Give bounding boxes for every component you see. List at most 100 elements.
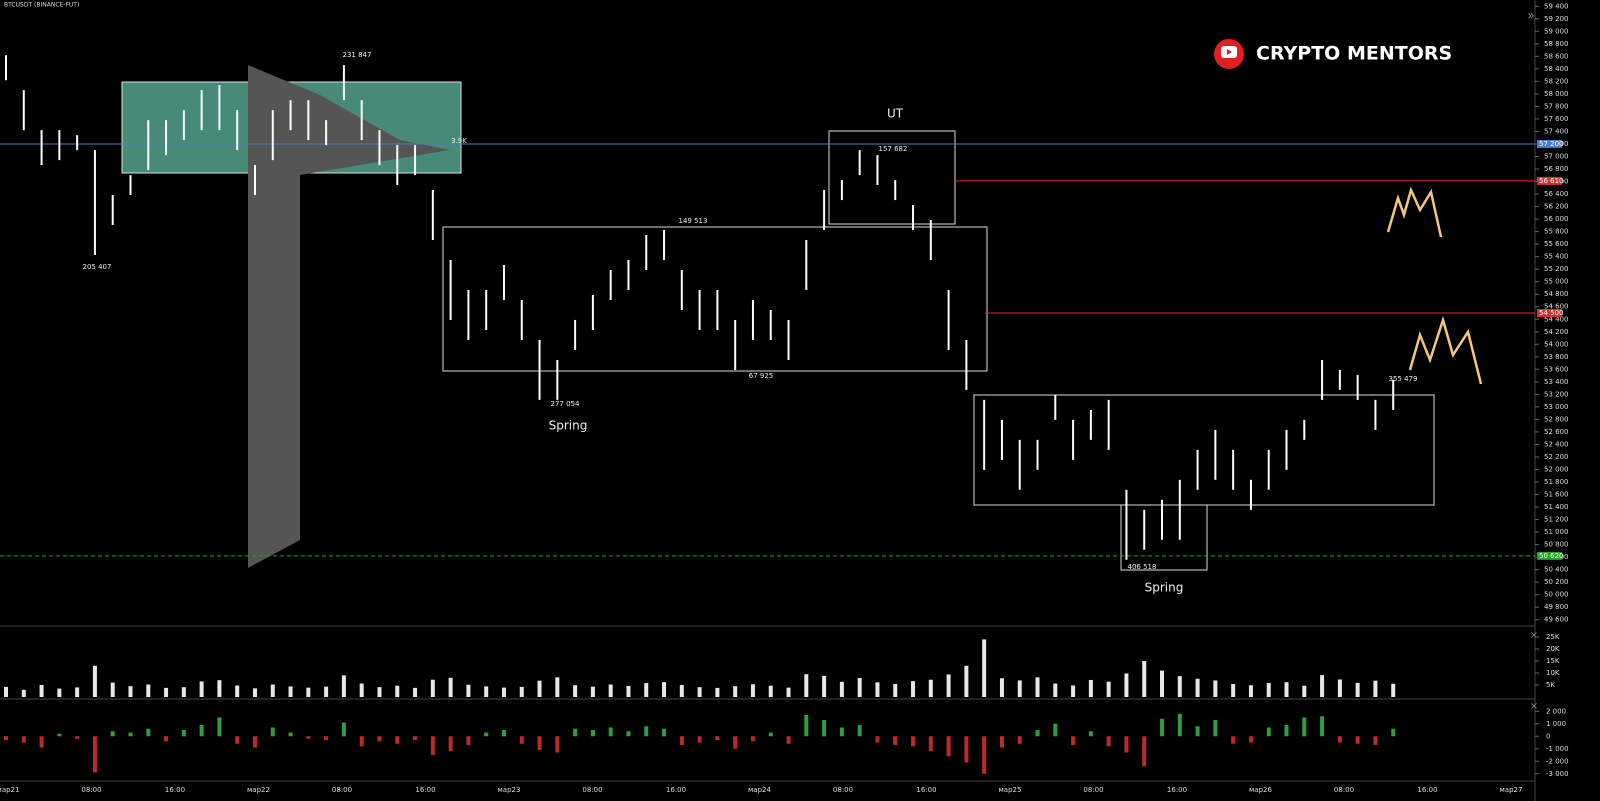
y-tick-label: 58 600 (1544, 52, 1569, 60)
annotation: 406 518 (1128, 563, 1157, 571)
volume-bar (217, 680, 222, 697)
y-tick-label: 55 600 (1544, 240, 1569, 248)
x-tick-label: 16:00 (165, 786, 185, 794)
annotation: 355 479 (1389, 375, 1418, 383)
volume-bar (857, 678, 862, 697)
delta-bar (1373, 736, 1378, 745)
volume-bar (644, 683, 649, 697)
delta-bar (75, 736, 80, 739)
delta-bar (1391, 728, 1396, 737)
delta-bar (893, 736, 898, 745)
y-tick-label: 54 600 (1544, 303, 1569, 311)
delta-bar (39, 736, 44, 748)
delta-bar (270, 727, 275, 737)
y-tick-label: 54 800 (1544, 290, 1569, 298)
delta-bar (608, 727, 613, 737)
volume-bar (341, 675, 346, 697)
delta-bar (519, 736, 524, 744)
volume-bar (1160, 670, 1165, 697)
delta-bar (697, 736, 702, 743)
delta-bar (537, 736, 542, 750)
y-tick-label: 51 000 (1544, 528, 1569, 536)
volume-bar (235, 685, 240, 697)
volume-bar (964, 665, 969, 697)
x-tick-label: 08:00 (1083, 786, 1103, 794)
price-tag-label: 54 500 (1539, 309, 1564, 317)
volume-bar (270, 684, 275, 697)
volume-bar (982, 639, 987, 697)
range-box (1120, 504, 1208, 571)
volume-bar (359, 683, 364, 697)
volume-bar (750, 684, 755, 697)
annotation: 3.9K (451, 137, 467, 145)
y-tick-label: 53 200 (1544, 390, 1569, 398)
volume-bar (75, 687, 80, 697)
close-pane[interactable]: × (1530, 630, 1538, 641)
y-tick-label: 50 800 (1544, 541, 1569, 549)
price-tag (1537, 139, 1562, 148)
x-tick-label: 16:00 (1167, 786, 1187, 794)
delta-bar (786, 736, 791, 744)
volume-bar (1106, 681, 1111, 697)
y-tick-label: 53 600 (1544, 365, 1569, 373)
volume-bar (1391, 683, 1396, 697)
volume-bar (946, 674, 951, 697)
price-tag (1537, 551, 1562, 560)
x-tick-label: 08:00 (81, 786, 101, 794)
volume-bar (999, 678, 1004, 697)
volume-bar (1302, 685, 1307, 697)
volume-bar (92, 665, 97, 697)
volume-bar (395, 685, 400, 697)
annotation: 67 925 (749, 372, 774, 380)
delta-bar (590, 730, 595, 737)
y-tick-label: 55 400 (1544, 253, 1569, 261)
volume-bar (1284, 682, 1289, 697)
delta-bar (626, 731, 631, 737)
y-tick-label: 58 400 (1544, 65, 1569, 73)
x-tick-label: мар22 (247, 786, 270, 794)
volume-bar (768, 685, 773, 697)
delta-bar (715, 736, 720, 740)
annotation: 205 407 (83, 263, 112, 271)
y-tick-label: 58 000 (1544, 90, 1569, 98)
y-tick-label: 54 200 (1544, 328, 1569, 336)
x-tick-label: 08:00 (582, 786, 602, 794)
x-tick-label: 08:00 (1334, 786, 1354, 794)
volume-bar (1142, 661, 1147, 697)
delta-bar (1071, 736, 1076, 745)
delta-bar (733, 736, 738, 749)
y-tick-label: 55 200 (1544, 265, 1569, 273)
y-tick-label: 10K (1546, 669, 1560, 677)
y-tick-label: 54 000 (1544, 340, 1569, 348)
volume-bar (786, 687, 791, 697)
delta-bar (964, 736, 969, 763)
volume-bar (697, 687, 702, 697)
price-tag (1537, 309, 1562, 317)
y-tick-label: 15K (1546, 657, 1560, 665)
delta-bar (1053, 723, 1058, 737)
volume-bar (288, 686, 293, 697)
y-tick-label: 51 600 (1544, 491, 1569, 499)
volume-bar (662, 682, 667, 697)
delta-bar (857, 725, 862, 737)
range-box (442, 226, 988, 372)
y-tick-label: 52 000 (1544, 466, 1569, 474)
collapse-button[interactable]: » (1527, 9, 1534, 23)
annotation: 149 513 (679, 217, 708, 225)
y-tick-label: 50 400 (1544, 566, 1569, 574)
range-box (828, 130, 956, 225)
volume-bar (804, 674, 809, 697)
y-tick-label: 56 200 (1544, 203, 1569, 211)
close-pane[interactable]: × (1530, 701, 1538, 712)
y-tick-label: 53 000 (1544, 403, 1569, 411)
volume-bar (1355, 682, 1360, 697)
delta-bar (359, 736, 364, 747)
price-tag-label: 50 620 (1539, 552, 1564, 560)
y-tick-label: 59 200 (1544, 15, 1569, 23)
delta-bar (341, 722, 346, 737)
delta-bar (501, 730, 506, 737)
delta-bar (466, 736, 471, 745)
y-tick-label: 49 600 (1544, 616, 1569, 624)
delta-bar (1142, 736, 1147, 767)
delta-bar (804, 715, 809, 737)
